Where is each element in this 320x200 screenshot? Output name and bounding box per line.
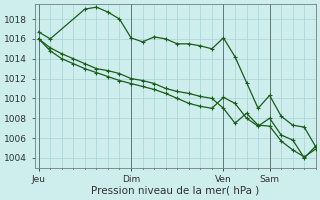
X-axis label: Pression niveau de la mer( hPa ): Pression niveau de la mer( hPa ) <box>91 186 260 196</box>
